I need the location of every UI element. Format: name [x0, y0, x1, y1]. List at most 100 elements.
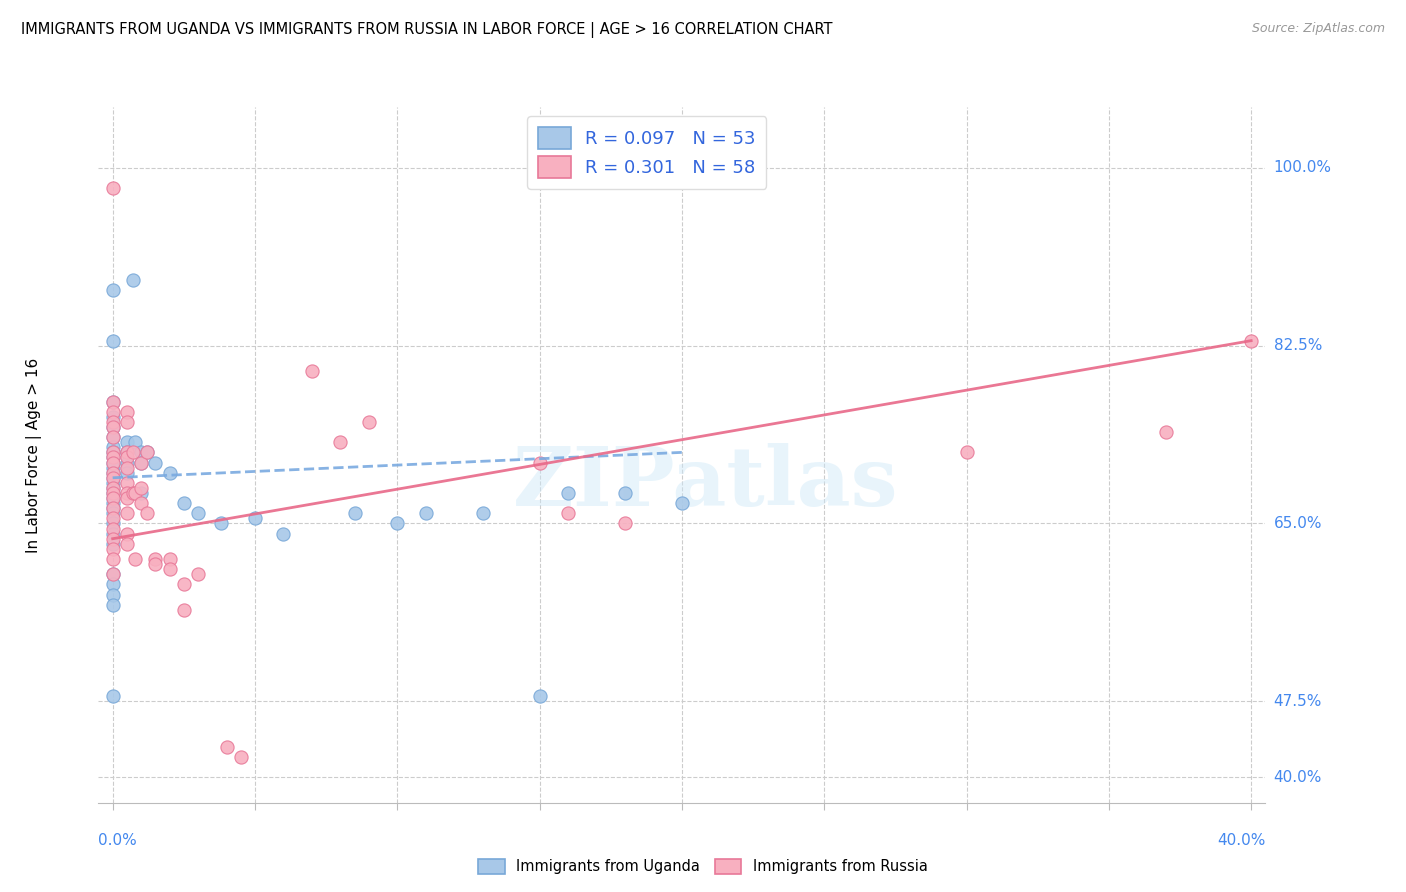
Point [101, 283, 124, 297]
Point [229, 750, 252, 764]
Point [124, 552, 146, 566]
Point [557, 486, 579, 500]
Point [115, 506, 138, 520]
Point [273, 526, 295, 541]
Text: Source: ZipAtlas.com: Source: ZipAtlas.com [1251, 22, 1385, 36]
Point [121, 486, 143, 500]
Point [387, 516, 409, 531]
Point [101, 486, 124, 500]
Point [101, 181, 124, 195]
Point [101, 689, 124, 703]
Point [101, 588, 124, 602]
Point [101, 491, 124, 505]
Text: 82.5%: 82.5% [1274, 338, 1322, 353]
Point [101, 466, 124, 480]
Point [115, 405, 138, 419]
Point [101, 475, 124, 490]
Point [124, 486, 146, 500]
Point [101, 532, 124, 546]
Text: 0.0%: 0.0% [98, 833, 138, 848]
Point [471, 506, 494, 520]
Point [1240, 334, 1263, 348]
Point [101, 420, 124, 434]
Point [159, 562, 181, 576]
Point [115, 475, 138, 490]
Point [101, 501, 124, 516]
Point [101, 450, 124, 465]
Point [115, 435, 138, 450]
Point [101, 552, 124, 566]
Text: In Labor Force | Age > 16: In Labor Force | Age > 16 [27, 358, 42, 552]
Point [101, 471, 124, 485]
Point [529, 456, 551, 470]
Point [115, 450, 138, 465]
Point [101, 567, 124, 582]
Legend: R = 0.097   N = 53, R = 0.301   N = 58: R = 0.097 N = 53, R = 0.301 N = 58 [527, 116, 766, 189]
Point [614, 486, 637, 500]
Point [187, 567, 209, 582]
Point [101, 567, 124, 582]
Point [159, 552, 181, 566]
Point [101, 541, 124, 556]
Point [243, 511, 266, 525]
Point [143, 557, 166, 571]
Point [129, 481, 152, 495]
Point [101, 334, 124, 348]
Point [301, 364, 323, 378]
Point [101, 466, 124, 480]
Point [173, 577, 195, 591]
Text: 40.0%: 40.0% [1274, 770, 1322, 785]
Point [1154, 425, 1177, 439]
Text: 40.0%: 40.0% [1218, 833, 1265, 848]
Point [143, 552, 166, 566]
Point [671, 496, 693, 510]
Point [135, 445, 157, 459]
Point [115, 456, 138, 470]
Point [101, 511, 124, 525]
Point [101, 430, 124, 444]
Point [101, 496, 124, 510]
Text: 65.0%: 65.0% [1274, 516, 1322, 531]
Point [101, 440, 124, 454]
Point [101, 471, 124, 485]
Point [143, 456, 166, 470]
Legend: Immigrants from Uganda, Immigrants from Russia: Immigrants from Uganda, Immigrants from … [472, 853, 934, 880]
Point [101, 537, 124, 551]
Point [357, 415, 380, 429]
Point [101, 526, 124, 541]
Point [557, 506, 579, 520]
Point [124, 435, 146, 450]
Point [101, 486, 124, 500]
Point [115, 445, 138, 459]
Point [101, 598, 124, 612]
Point [187, 506, 209, 520]
Point [135, 506, 157, 520]
Point [614, 516, 637, 531]
Point [101, 481, 124, 495]
Point [101, 405, 124, 419]
Point [101, 577, 124, 591]
Point [101, 456, 124, 470]
Point [329, 435, 352, 450]
Point [115, 491, 138, 505]
Point [159, 466, 181, 480]
Point [101, 506, 124, 520]
Point [101, 501, 124, 516]
Point [529, 689, 551, 703]
Point [101, 430, 124, 444]
Point [115, 526, 138, 541]
Text: IMMIGRANTS FROM UGANDA VS IMMIGRANTS FROM RUSSIA IN LABOR FORCE | AGE > 16 CORRE: IMMIGRANTS FROM UGANDA VS IMMIGRANTS FRO… [21, 22, 832, 38]
Point [101, 522, 124, 536]
Point [115, 460, 138, 475]
Point [129, 496, 152, 510]
Point [101, 409, 124, 424]
Point [115, 537, 138, 551]
Point [121, 445, 143, 459]
Point [101, 445, 124, 459]
Point [135, 445, 157, 459]
Point [415, 506, 437, 520]
Point [129, 456, 152, 470]
Point [129, 445, 152, 459]
Point [955, 445, 977, 459]
Point [101, 445, 124, 459]
